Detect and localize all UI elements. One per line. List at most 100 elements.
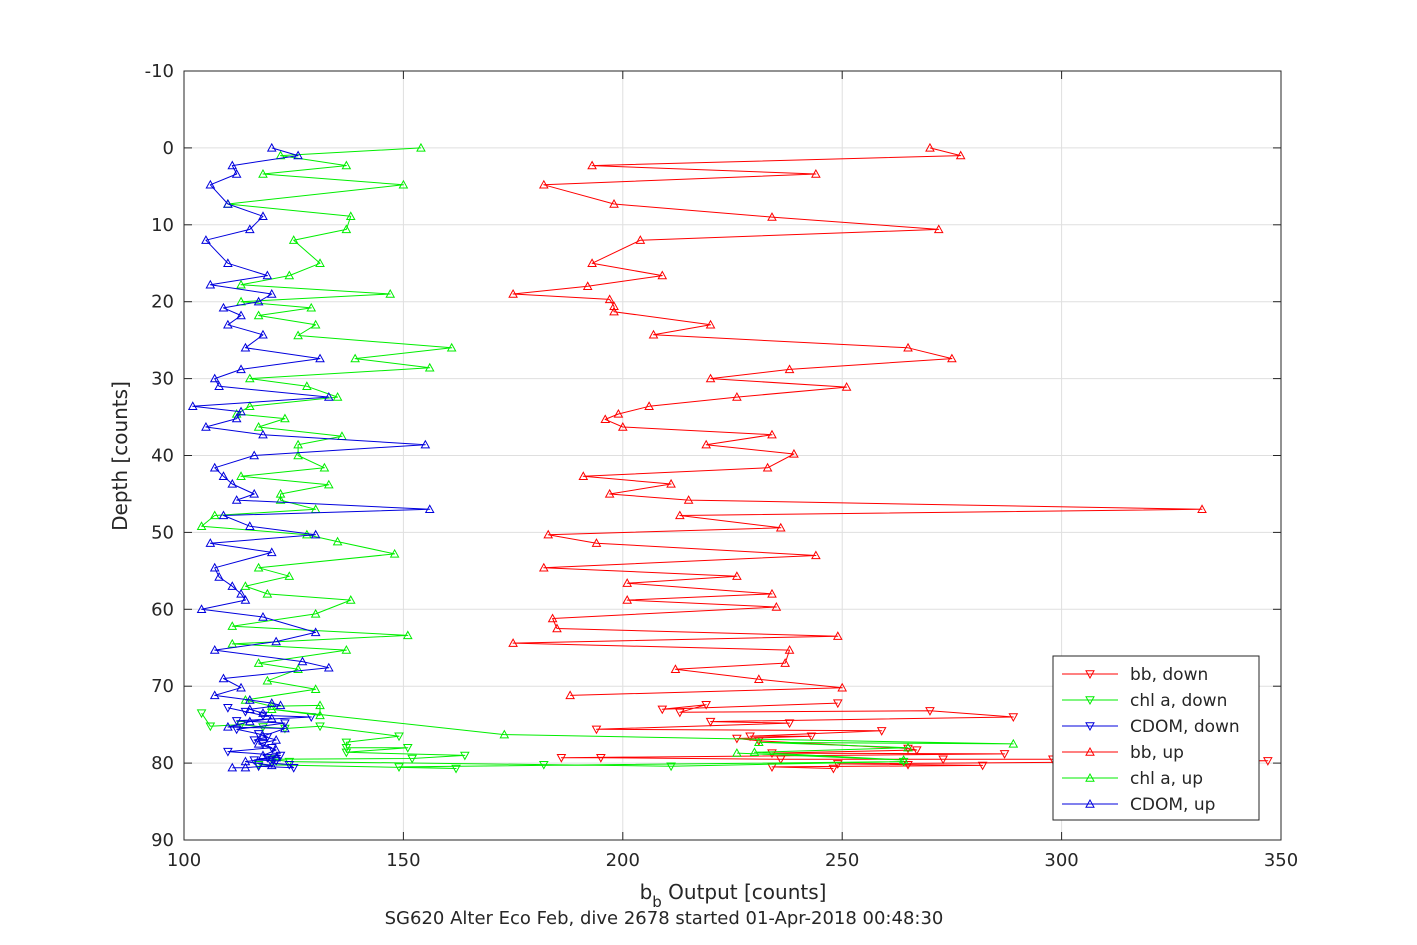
data-point (771, 601, 782, 611)
data-point (459, 751, 470, 761)
data-point (258, 429, 268, 439)
data-point (258, 708, 268, 717)
data-point (227, 621, 238, 630)
data-point (701, 700, 712, 710)
data-point (898, 754, 909, 764)
data-point (402, 744, 413, 753)
data-point (617, 422, 628, 431)
data-point (332, 392, 343, 401)
data-point (565, 690, 575, 700)
data-point (341, 738, 352, 748)
legend-swatch-marker (1085, 798, 1095, 808)
data-point (538, 562, 549, 572)
data-point (223, 747, 233, 757)
data-point (538, 179, 549, 189)
data-point (231, 413, 242, 423)
data-point (732, 571, 742, 580)
data-point (205, 179, 216, 189)
data-point (903, 744, 913, 754)
data-point (223, 721, 233, 731)
data-point (209, 510, 220, 520)
data-point (955, 150, 966, 160)
data-point (635, 235, 646, 244)
data-point (767, 212, 777, 221)
data-point (236, 682, 246, 692)
legend-swatch-marker (1085, 696, 1095, 706)
data-point (284, 270, 295, 280)
data-point (666, 762, 676, 772)
legend-item: CDOM, down (1062, 717, 1240, 737)
legend-label: chl a, down (1130, 691, 1227, 711)
data-point (223, 258, 233, 267)
data-point (240, 342, 251, 352)
data-point (587, 258, 597, 267)
series-cdom-up (187, 142, 435, 772)
data-point (578, 471, 589, 480)
y-tick-label: -10 (145, 61, 174, 82)
data-point (446, 342, 457, 352)
data-point (310, 627, 321, 637)
data-point (670, 664, 681, 673)
data-point (644, 401, 654, 410)
data-point (240, 762, 251, 772)
x-axis-label-subscript: b (652, 893, 662, 911)
data-point (999, 750, 1010, 759)
data-point (424, 362, 435, 372)
data-point (205, 538, 216, 547)
data-point (293, 150, 303, 160)
data-point (244, 401, 255, 410)
data-point (249, 488, 260, 498)
data-point (609, 306, 619, 316)
data-point (604, 488, 615, 498)
y-tick-label: 80 (151, 753, 174, 774)
data-point (784, 719, 795, 729)
data-point (451, 764, 461, 774)
data-point (315, 258, 325, 267)
data-point (784, 364, 795, 374)
data-point (556, 754, 567, 763)
data-point (253, 422, 264, 431)
data-point (302, 381, 312, 390)
data-point (683, 495, 694, 504)
data-point (420, 439, 431, 449)
data-point (266, 698, 277, 707)
data-point (244, 716, 255, 726)
data-point (591, 538, 602, 547)
data-point (582, 281, 593, 291)
data-point (674, 510, 685, 520)
data-point (310, 529, 321, 539)
data-point (323, 479, 334, 489)
data-point (209, 462, 220, 472)
data-point (297, 656, 308, 666)
data-point (315, 710, 325, 720)
data-point (244, 704, 255, 713)
data-point (832, 760, 843, 769)
series-line (192, 147, 431, 769)
data-point (275, 150, 286, 160)
data-point (288, 235, 299, 244)
data-point (266, 547, 277, 557)
series-line (227, 707, 312, 769)
x-tick-label: 350 (1264, 850, 1298, 871)
data-point (552, 623, 562, 633)
data-point (745, 732, 755, 742)
data-point (218, 673, 229, 683)
data-point (253, 738, 264, 748)
data-point (266, 713, 277, 723)
data-point (201, 422, 211, 431)
data-point (832, 631, 843, 640)
data-point (275, 488, 286, 498)
data-point (753, 737, 764, 747)
y-axis-label: Depth [counts] (108, 381, 132, 531)
data-point (227, 478, 238, 488)
data-point (244, 373, 255, 383)
data-point (657, 705, 668, 715)
data-point (622, 595, 633, 604)
data-point (315, 353, 325, 363)
data-point (258, 731, 268, 740)
data-point (499, 729, 510, 739)
data-point (271, 735, 281, 744)
data-point (775, 522, 786, 532)
x-tick-label: 250 (825, 850, 859, 871)
